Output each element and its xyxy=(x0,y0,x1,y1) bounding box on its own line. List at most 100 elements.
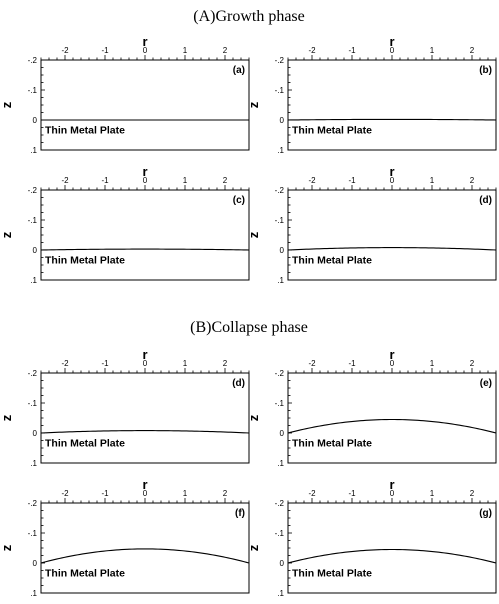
y-tick-label: -.1 xyxy=(28,399,38,408)
x-tick-label: -1 xyxy=(101,176,109,185)
panel-label: (f) xyxy=(235,508,245,519)
x-tick-label: -2 xyxy=(61,489,69,498)
y-tick-label: 0 xyxy=(280,116,285,125)
plot-frame xyxy=(40,372,250,464)
x-axis-label: r xyxy=(389,477,394,492)
y-tick-label: 0 xyxy=(280,429,285,438)
plot-frame xyxy=(287,372,497,464)
x-tick-label: 0 xyxy=(143,176,148,185)
x-axis-label: r xyxy=(142,477,147,492)
panel-label: (e) xyxy=(480,378,492,389)
panel-b-a: -2 -1 0 1 2 r -.2 -.1 0 .1 z (b) Thin Metal Plate xyxy=(246,34,497,155)
y-tick-label: -.2 xyxy=(28,499,38,508)
section-b-title: (B)Collapse phase xyxy=(190,319,308,336)
x-tick-label: -1 xyxy=(348,46,356,55)
x-tick-label: 1 xyxy=(430,489,435,498)
panel-label: (a) xyxy=(233,65,245,76)
plate-deflection-curve xyxy=(287,118,497,121)
y-axis-label: z xyxy=(0,101,14,108)
thin-metal-plate-label: Thin Metal Plate xyxy=(45,255,125,267)
x-tick-label: 0 xyxy=(390,176,395,185)
thin-metal-plate-label: Thin Metal Plate xyxy=(45,438,125,450)
y-tick-label: -.1 xyxy=(275,399,285,408)
x-tick-label: -2 xyxy=(61,176,69,185)
x-tick-label: 2 xyxy=(470,359,475,368)
panel-label: (d) xyxy=(479,195,492,206)
panel-label: (g) xyxy=(479,508,492,519)
y-tick-label: 0 xyxy=(280,246,285,255)
y-tick-label: 0 xyxy=(33,246,38,255)
panel-e-b: -2 -1 0 1 2 r -.2 -.1 0 .1 z (e) Thin Metal Plate xyxy=(246,347,497,468)
y-tick-label: -.1 xyxy=(28,529,38,538)
panel-label: (c) xyxy=(233,195,245,206)
panels-group: -2 -1 0 1 2 r -.2 -.1 0 .1 z (a) Thin Metal Plate -2 -… xyxy=(0,34,497,598)
x-axis-label: r xyxy=(142,347,147,362)
x-tick-label: 2 xyxy=(223,359,228,368)
thin-metal-plate-label: Thin Metal Plate xyxy=(45,568,125,580)
panel-d-b: -2 -1 0 1 2 r -.2 -.1 0 .1 z (d) Thin Metal Plate xyxy=(0,347,250,468)
x-tick-label: 2 xyxy=(223,489,228,498)
plate-deflection-curve xyxy=(40,248,250,251)
x-tick-label: 0 xyxy=(390,46,395,55)
thin-metal-plate-label: Thin Metal Plate xyxy=(292,125,372,137)
thin-metal-plate-label: Thin Metal Plate xyxy=(45,125,125,137)
panel-f-b: -2 -1 0 1 2 r -.2 -.1 0 .1 z (f) Thin Metal Plate xyxy=(0,477,250,598)
x-axis-label: r xyxy=(142,164,147,179)
x-tick-label: 1 xyxy=(430,176,435,185)
y-tick-label: -.1 xyxy=(275,86,285,95)
x-tick-label: -1 xyxy=(101,489,109,498)
y-tick-label: .1 xyxy=(277,459,284,468)
plot-frame xyxy=(287,502,497,594)
x-axis-label: r xyxy=(142,34,147,49)
y-axis-label: z xyxy=(0,414,14,421)
x-tick-label: 2 xyxy=(470,46,475,55)
y-axis-label: z xyxy=(0,231,14,238)
y-axis-label: z xyxy=(246,544,261,551)
y-tick-label: -.2 xyxy=(275,499,285,508)
x-axis-label: r xyxy=(389,347,394,362)
y-tick-label: .1 xyxy=(277,276,284,285)
x-tick-label: -2 xyxy=(61,359,69,368)
x-tick-label: 0 xyxy=(390,359,395,368)
y-tick-label: -.2 xyxy=(275,369,285,378)
y-tick-label: 0 xyxy=(280,559,285,568)
y-axis-label: z xyxy=(0,544,14,551)
x-tick-label: 2 xyxy=(223,176,228,185)
y-tick-label: -.2 xyxy=(275,186,285,195)
x-tick-label: -1 xyxy=(101,359,109,368)
y-tick-label: -.1 xyxy=(28,86,38,95)
panel-d-a: -2 -1 0 1 2 r -.2 -.1 0 .1 z (d) Thin Metal Plate xyxy=(246,164,497,285)
x-tick-label: -2 xyxy=(308,46,316,55)
y-tick-label: -.2 xyxy=(275,56,285,65)
x-tick-label: 2 xyxy=(470,489,475,498)
x-tick-label: 1 xyxy=(183,176,188,185)
x-tick-label: 2 xyxy=(470,176,475,185)
x-tick-label: 0 xyxy=(143,359,148,368)
plate-deflection-curve xyxy=(287,247,497,251)
x-tick-label: -1 xyxy=(348,359,356,368)
thin-metal-plate-label: Thin Metal Plate xyxy=(292,438,372,450)
y-tick-label: 0 xyxy=(33,429,38,438)
x-axis-label: r xyxy=(389,164,394,179)
plot-frame xyxy=(287,59,497,151)
y-tick-label: .1 xyxy=(277,146,284,155)
y-tick-label: -.2 xyxy=(28,369,38,378)
x-tick-label: 2 xyxy=(223,46,228,55)
panel-g-b: -2 -1 0 1 2 r -.2 -.1 0 .1 z (g) Thin Metal Plate xyxy=(246,477,497,598)
y-tick-label: 0 xyxy=(33,116,38,125)
panel-label: (b) xyxy=(479,65,492,76)
y-tick-label: -.2 xyxy=(28,186,38,195)
panel-label: (d) xyxy=(232,378,245,389)
thin-metal-plate-label: Thin Metal Plate xyxy=(292,255,372,267)
plot-frame xyxy=(40,189,250,281)
thin-metal-plate-label: Thin Metal Plate xyxy=(292,568,372,580)
x-tick-label: 1 xyxy=(430,359,435,368)
y-tick-label: -.1 xyxy=(275,216,285,225)
x-tick-label: 0 xyxy=(143,489,148,498)
y-tick-label: .1 xyxy=(30,459,37,468)
x-tick-label: -1 xyxy=(101,46,109,55)
x-tick-label: 0 xyxy=(143,46,148,55)
y-tick-label: .1 xyxy=(30,146,37,155)
plate-deflection-curve xyxy=(287,548,497,564)
y-tick-label: .1 xyxy=(277,589,284,598)
